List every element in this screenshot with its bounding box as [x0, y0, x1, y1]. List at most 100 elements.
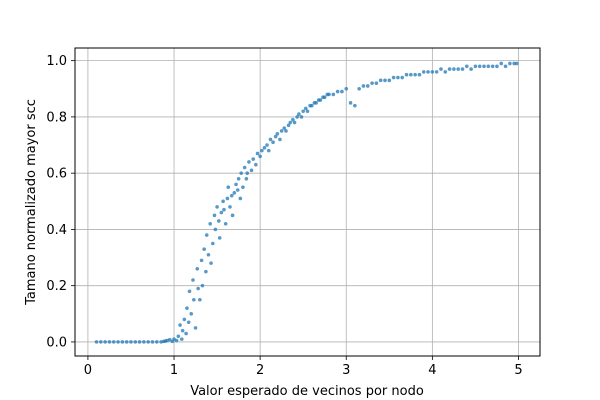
data-point: [232, 191, 237, 195]
data-point: [217, 236, 222, 240]
data-point: [212, 213, 217, 218]
data-point: [124, 340, 129, 344]
data-point: [193, 326, 198, 330]
data-point: [236, 176, 241, 181]
data-point: [217, 219, 221, 223]
data-point: [198, 297, 202, 302]
data-point: [318, 98, 323, 102]
y-tick-label: 0.0: [46, 335, 67, 350]
data-point: [235, 188, 240, 192]
data-point: [244, 176, 249, 181]
y-axis: 0.0 0.2 0.4 0.6 0.8 1.0: [46, 54, 75, 350]
data-point: [204, 269, 208, 274]
data-point: [258, 154, 262, 159]
data-point: [146, 340, 150, 344]
data-point: [361, 84, 366, 88]
x-tick-label: 1: [170, 363, 178, 378]
data-point: [228, 205, 232, 209]
data-point: [273, 134, 278, 139]
data-point: [167, 337, 172, 342]
data-point: [421, 70, 426, 74]
data-point: [490, 64, 495, 69]
data-point: [179, 337, 184, 341]
data-point: [266, 148, 271, 153]
data-point: [262, 146, 267, 150]
data-point: [265, 143, 269, 147]
data-point: [503, 64, 508, 69]
data-point: [209, 261, 213, 265]
data-point: [199, 258, 204, 263]
data-point: [396, 75, 400, 80]
data-point: [210, 241, 215, 246]
data-point: [150, 340, 155, 344]
data-point: [184, 331, 188, 336]
x-axis: 0 1 2 3 4 5: [84, 356, 523, 378]
data-point: [447, 67, 452, 71]
y-tick-label: 0.4: [46, 223, 67, 238]
data-point: [155, 340, 159, 344]
data-point: [137, 340, 142, 344]
data-point: [234, 182, 238, 187]
data-point: [469, 67, 473, 71]
data-point: [370, 81, 374, 85]
data-point: [331, 92, 336, 97]
data-point: [374, 81, 379, 85]
x-tick-label: 4: [428, 363, 436, 378]
data-point: [482, 64, 486, 69]
data-point: [185, 306, 189, 310]
data-point: [180, 328, 185, 333]
data-point: [344, 86, 349, 91]
data-point: [206, 252, 211, 257]
data-point: [292, 120, 297, 125]
data-point: [204, 233, 209, 237]
data-point: [284, 129, 288, 133]
data-point: [245, 171, 250, 175]
data-point: [460, 67, 465, 71]
data-point: [111, 340, 116, 344]
data-point: [249, 168, 254, 173]
x-tick-label: 2: [256, 363, 264, 378]
data-point: [378, 78, 383, 83]
data-point: [465, 64, 469, 69]
data-point: [202, 247, 206, 251]
data-point: [229, 193, 234, 198]
data-point: [348, 101, 353, 105]
data-point: [303, 106, 308, 111]
data-point: [295, 115, 299, 119]
data-point: [142, 340, 146, 344]
data-point: [208, 221, 212, 226]
data-point: [254, 162, 258, 167]
data-point: [213, 227, 218, 232]
data-point: [322, 95, 327, 100]
data-point: [404, 72, 409, 77]
data-point: [426, 70, 430, 74]
data-point: [413, 72, 417, 77]
data-point: [247, 160, 251, 164]
data-point: [282, 126, 287, 130]
y-tick-label: 0.6: [46, 167, 67, 182]
data-point: [195, 267, 200, 271]
data-point: [430, 70, 435, 74]
data-point: [238, 196, 243, 201]
data-point: [230, 213, 235, 218]
data-point: [174, 338, 179, 343]
data-point: [508, 61, 512, 66]
data-point: [251, 157, 256, 161]
data-point: [443, 70, 448, 74]
data-point: [387, 78, 392, 83]
data-point: [512, 61, 516, 66]
data-point: [99, 340, 103, 344]
data-point: [268, 137, 273, 142]
data-point: [241, 185, 245, 190]
data-point: [94, 340, 99, 344]
data-point: [189, 312, 194, 316]
data-point: [107, 340, 112, 344]
data-point: [176, 334, 181, 339]
data-point: [495, 64, 499, 69]
data-point: [477, 64, 482, 69]
data-point: [383, 78, 387, 83]
y-tick-label: 0.8: [46, 110, 67, 125]
data-point: [182, 317, 187, 322]
data-point: [499, 61, 504, 66]
